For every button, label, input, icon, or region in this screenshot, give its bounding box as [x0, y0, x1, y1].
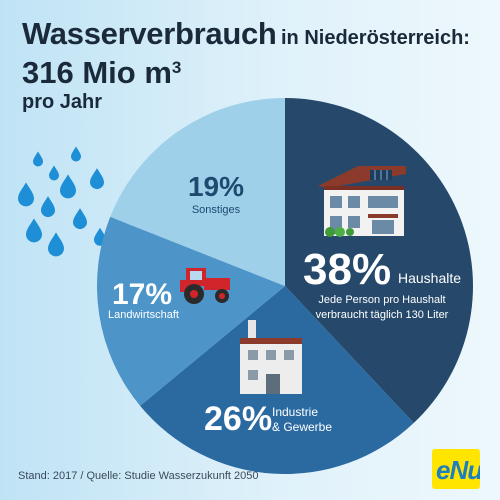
- source-note: Stand: 2017 / Quelle: Studie Wasserzukun…: [18, 470, 259, 482]
- water-drop: [33, 151, 43, 167]
- factory-icon: [240, 320, 302, 394]
- amount-value: 316 Mio m: [22, 55, 172, 90]
- haushalte-note-line-1: Jede Person pro Haushalt: [318, 294, 445, 306]
- water-drop: [90, 168, 104, 190]
- title-suffix: in Niederösterreich:: [281, 27, 470, 49]
- per-year-label: pro Jahr: [22, 91, 103, 113]
- slice-value-landwirtschaft: 17%: [112, 278, 172, 311]
- slice-value-haushalte: 38%: [303, 245, 391, 294]
- tractor-icon: [180, 268, 230, 304]
- water-drop: [60, 174, 76, 199]
- header: Wasserverbrauch in Niederösterreich: 316…: [22, 18, 470, 112]
- slice-label-industrie-2: & Gewerbe: [272, 420, 332, 434]
- pie-slice-sonstiges: [110, 98, 285, 286]
- slice-label-sonstiges: Sonstiges: [192, 204, 241, 216]
- enu-logo: eNu: [432, 449, 480, 489]
- slice-label-haushalte: Haushalte: [398, 270, 461, 286]
- water-drop: [71, 146, 81, 162]
- haushalte-note-line-2: verbraucht täglich 130 Liter: [316, 309, 449, 321]
- house-icon: [318, 166, 406, 237]
- slice-value-sonstiges: 19%: [188, 171, 244, 202]
- amount-exponent: 3: [171, 58, 182, 77]
- water-drops-icon: [18, 146, 106, 257]
- logo-text: eNu: [436, 455, 480, 485]
- slice-value-industrie: 26%: [204, 400, 272, 438]
- water-drop: [73, 208, 87, 230]
- slice-label-landwirtschaft: Landwirtschaft: [108, 309, 179, 321]
- water-drop: [48, 232, 64, 257]
- title-row: Wasserverbrauch in Niederösterreich:: [22, 18, 470, 49]
- title-main: Wasserverbrauch: [22, 16, 277, 51]
- water-drop: [18, 182, 34, 207]
- total-amount: 316 Mio m3: [22, 57, 470, 88]
- slice-label-industrie-1: Industrie: [272, 405, 318, 419]
- water-drop: [26, 218, 42, 243]
- water-drop: [41, 196, 55, 218]
- water-drop: [49, 165, 59, 181]
- pie-slice-landwirtschaft: [96, 216, 286, 406]
